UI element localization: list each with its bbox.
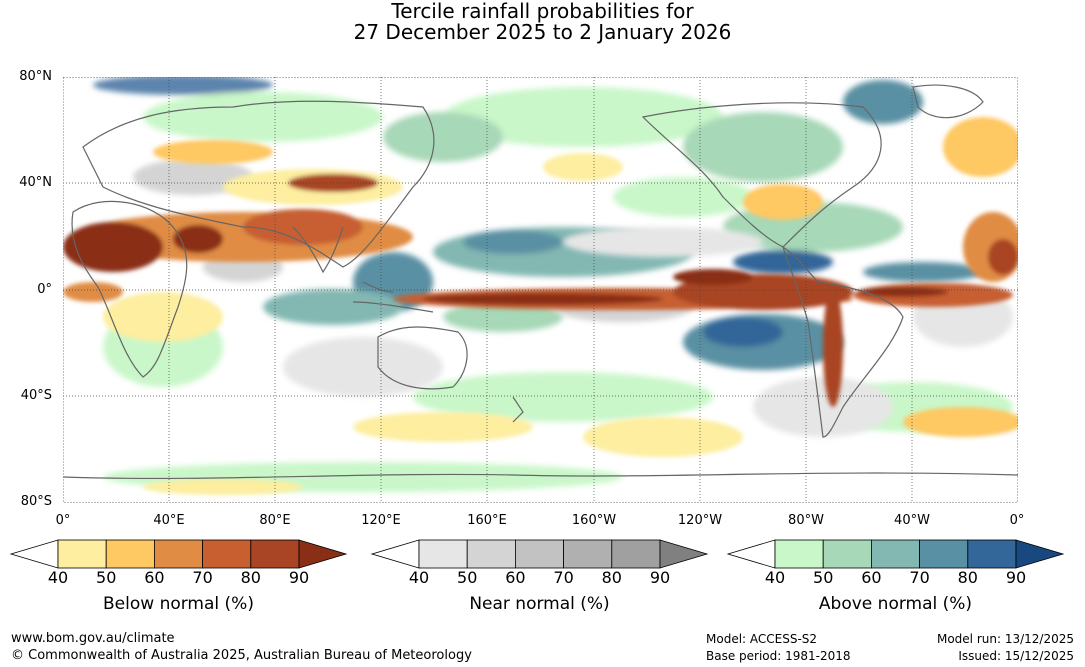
- lon-label-40e: 40°E: [153, 513, 185, 528]
- legend-2-swatch-4: [967, 539, 1017, 569]
- legend-1-tick: 90: [649, 568, 671, 587]
- legend-0-tick: 70: [192, 568, 213, 587]
- legend-0-upper-arrow: [298, 539, 348, 569]
- legend-1-tick: 40: [408, 568, 430, 587]
- lon-label-0: 0°: [55, 513, 71, 528]
- legend-1-swatch-4: [611, 539, 661, 569]
- legend-0-swatch-1: [105, 539, 155, 569]
- legend-1-swatch-0: [418, 539, 468, 569]
- legend-2-tick: 50: [813, 568, 834, 587]
- legend-1-swatch-3: [563, 539, 613, 569]
- legend-0-swatch-0: [57, 539, 107, 569]
- footer-model: Model: ACCESS-S2: [706, 632, 818, 646]
- legend-2-swatch-3: [919, 539, 969, 569]
- lat-label-40s: 40°S: [20, 388, 52, 403]
- lon-label-80w: 80°W: [788, 513, 824, 528]
- legend-1-tick: 80: [601, 568, 622, 587]
- legend-0-tick: 60: [144, 568, 165, 587]
- above-normal-regions: [93, 77, 1013, 492]
- legend-2-tick: 90: [1005, 568, 1027, 587]
- legend-2-tick: 80: [957, 568, 978, 587]
- legend-2-swatch-1: [822, 539, 872, 569]
- legend-2-tick: 70: [909, 568, 930, 587]
- lon-label-0-east: 0°: [1009, 513, 1025, 528]
- coastlines: [63, 84, 1018, 480]
- legend-1-title: Near normal (%): [469, 594, 610, 614]
- legend-2-swatch-0: [774, 539, 824, 569]
- legend-0-tick: 90: [288, 568, 310, 587]
- map-canvas: [63, 77, 1018, 503]
- legend-0-title: Below normal (%): [103, 594, 254, 614]
- footer-copyright: © Commonwealth of Australia 2025, Austra…: [11, 648, 472, 663]
- legend-0-tick: 80: [240, 568, 261, 587]
- legend-2-lower-arrow: [726, 539, 776, 569]
- lon-label-120e: 120°E: [361, 513, 401, 528]
- legend-2-title: Above normal (%): [818, 594, 973, 614]
- lat-label-80n: 80°N: [19, 69, 52, 84]
- lon-label-120w: 120°W: [677, 513, 723, 528]
- lon-label-40w: 40°W: [894, 513, 930, 528]
- footer-url: www.bom.gov.au/climate: [11, 631, 175, 646]
- legend-1-tick: 70: [553, 568, 574, 587]
- lat-label-80s: 80°S: [20, 494, 52, 509]
- footer-model-run: Model run: 13/12/2025: [936, 632, 1074, 646]
- legend-2-upper-arrow: [1015, 539, 1065, 569]
- map-title-line-1: Tercile rainfall probabilities for: [391, 0, 694, 23]
- legend-1-tick: 60: [505, 568, 526, 587]
- legend-0-swatch-3: [202, 539, 252, 569]
- below-normal-regions: [63, 117, 1018, 495]
- legend-2-tick: 40: [764, 568, 786, 587]
- legend-0-tick: 40: [47, 568, 69, 587]
- legend-1-upper-arrow: [659, 539, 709, 569]
- legend-1-swatch-1: [466, 539, 516, 569]
- lon-label-160e: 160°E: [467, 513, 507, 528]
- graticule: [63, 77, 1018, 503]
- legend-0-lower-arrow: [9, 539, 59, 569]
- lon-label-160w: 160°W: [571, 513, 617, 528]
- footer-base-period: Base period: 1981-2018: [706, 649, 851, 663]
- legend-0-tick: 50: [96, 568, 117, 587]
- legend-2-swatch-2: [871, 539, 921, 569]
- lat-label-40n: 40°N: [19, 175, 52, 190]
- legend-1-swatch-2: [515, 539, 565, 569]
- legend-1-lower-arrow: [370, 539, 420, 569]
- legend-colorbars: [9, 539, 1065, 569]
- legend-0-swatch-4: [250, 539, 300, 569]
- lon-label-80e: 80°E: [259, 513, 291, 528]
- map-title-line-2: 27 December 2025 to 2 January 2026: [353, 20, 732, 44]
- footer-issued: Issued: 15/12/2025: [958, 649, 1074, 663]
- legend-2-tick: 60: [861, 568, 882, 587]
- legend-0-swatch-2: [153, 539, 203, 569]
- lat-label-0: 0°: [37, 282, 52, 297]
- legend-1-tick: 50: [457, 568, 478, 587]
- rainfall-probability-map: [63, 77, 1018, 503]
